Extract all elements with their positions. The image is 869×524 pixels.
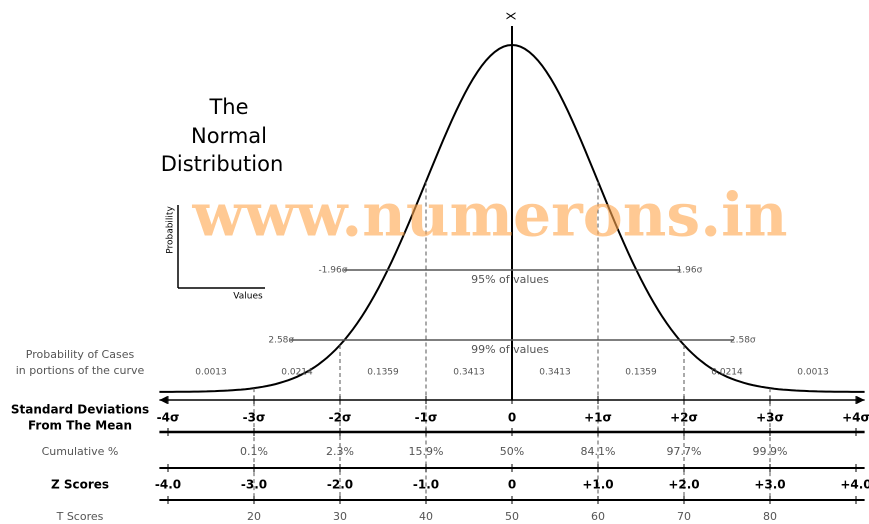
probability-value: 0.0214 (281, 368, 313, 378)
row-label: Probability of Cases (26, 348, 135, 361)
row-label: Z Scores (51, 478, 109, 492)
t-value: 60 (591, 510, 605, 523)
z-value: +2.0 (668, 478, 699, 492)
interval-caption: 99% of values (471, 343, 549, 356)
row-label: Standard Deviations (11, 403, 149, 417)
curve (159, 43, 865, 393)
interval-left: -1.96σ (318, 266, 347, 276)
interval-right: 2.58σ (730, 336, 756, 346)
sd-value: -2σ (329, 411, 352, 425)
probability-value: 0.3413 (453, 368, 485, 378)
sd-value: +1σ (584, 411, 612, 425)
sd-value: -4σ (157, 411, 180, 425)
sd-value: +4σ (842, 411, 869, 425)
inset-x-label: Values (233, 292, 263, 302)
row-label: Cumulative % (42, 445, 119, 458)
probability-value: 0.1359 (625, 368, 657, 378)
z-value: -1.0 (413, 478, 439, 492)
t-value: 40 (419, 510, 433, 523)
z-value: 0 (508, 478, 516, 492)
interval-right: 1.96σ (677, 266, 703, 276)
cumulative-value: 2.3% (326, 445, 354, 458)
t-value: 30 (333, 510, 347, 523)
z-value: -2.0 (327, 478, 353, 492)
axis-label: X (505, 12, 519, 20)
row-label: From The Mean (28, 419, 132, 433)
probability-value: 0.0013 (797, 368, 829, 378)
sd-value: 0 (508, 411, 516, 425)
interval-caption: 95% of values (471, 273, 549, 286)
row-label: in portions of the curve (16, 364, 145, 377)
title-line: Normal (191, 124, 267, 148)
title-line: Distribution (161, 152, 284, 176)
cumulative-value: 15.9% (409, 445, 444, 458)
interval-left: 2.58σ (268, 336, 294, 346)
z-value: +3.0 (754, 478, 785, 492)
row-label: T Scores (56, 510, 104, 523)
inset-y-label: Probability (166, 206, 176, 254)
cumulative-value: 0.1% (240, 445, 268, 458)
sd-value: -3σ (243, 411, 266, 425)
sd-value: -1σ (415, 411, 438, 425)
cumulative-value: 50% (500, 445, 524, 458)
cumulative-value: 99.9% (753, 445, 788, 458)
probability-value: 0.1359 (367, 368, 399, 378)
t-value: 20 (247, 510, 261, 523)
z-value: -3.0 (241, 478, 267, 492)
probability-value: 0.0214 (711, 368, 743, 378)
sd-value: +2σ (670, 411, 698, 425)
t-value: 70 (677, 510, 691, 523)
probability-value: 0.3413 (539, 368, 571, 378)
t-value: 80 (763, 510, 777, 523)
cumulative-value: 84.1% (581, 445, 616, 458)
title-line: The (208, 95, 248, 119)
watermark: www.numerons.in (191, 181, 787, 251)
probability-value: 0.0013 (195, 368, 227, 378)
diagram-body: -1.96σ 1.96σ 95% of values 2.58σ 2.58σ 99% of… (11, 43, 869, 523)
z-value: +4.0 (840, 478, 869, 492)
sd-value: +3σ (756, 411, 784, 425)
z-value: +1.0 (582, 478, 613, 492)
cumulative-value: 97.7% (667, 445, 702, 458)
z-value: -4.0 (155, 478, 181, 492)
t-value: 50 (505, 510, 519, 523)
